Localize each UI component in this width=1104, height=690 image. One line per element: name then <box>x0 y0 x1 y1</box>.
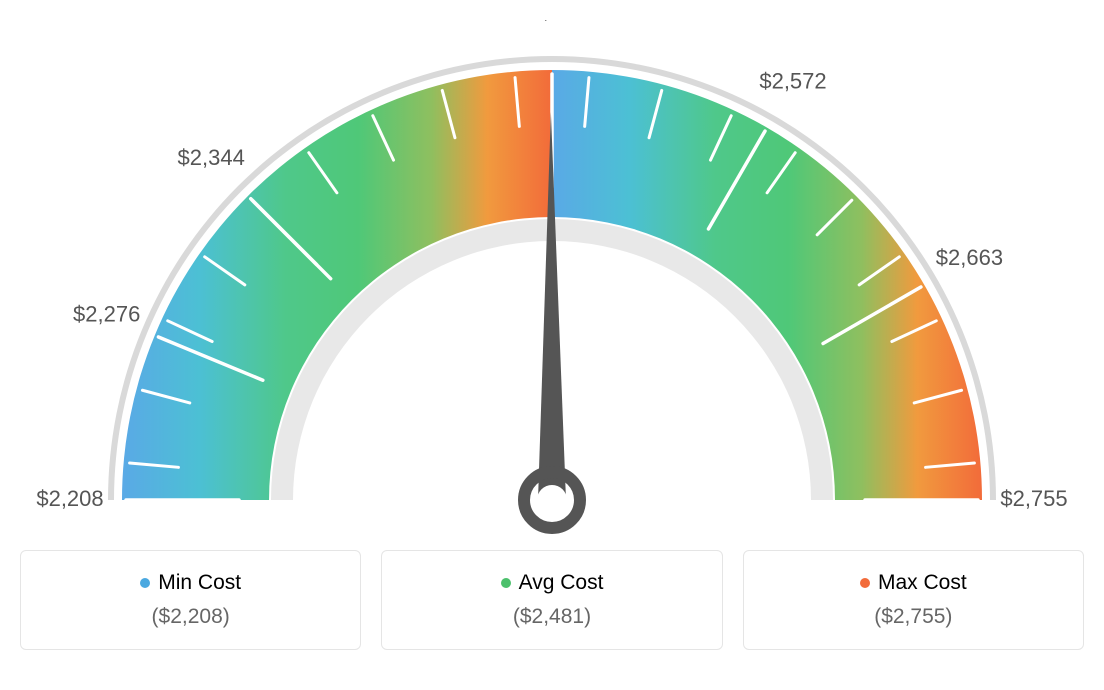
legend-label-max: Max Cost <box>860 571 967 595</box>
svg-text:$2,755: $2,755 <box>1000 486 1067 511</box>
svg-text:$2,481: $2,481 <box>518 20 585 23</box>
legend-card-max: Max Cost ($2,755) <box>743 550 1084 650</box>
min-value-text: ($2,208) <box>152 605 230 629</box>
avg-value-text: ($2,481) <box>513 605 591 629</box>
legend-card-min: Min Cost ($2,208) <box>20 550 361 650</box>
svg-text:$2,344: $2,344 <box>178 145 245 170</box>
legend-label-avg: Avg Cost <box>501 571 604 595</box>
min-label-text: Min Cost <box>158 571 241 595</box>
svg-text:$2,572: $2,572 <box>759 69 826 94</box>
dot-icon <box>140 578 150 588</box>
dot-icon <box>501 578 511 588</box>
svg-text:$2,663: $2,663 <box>936 245 1003 270</box>
cost-gauge-chart: $2,208 $2,276 $2,344 $2,481 $2,572 $2,663 $2,7… <box>20 20 1084 540</box>
dot-icon <box>860 578 870 588</box>
avg-label-text: Avg Cost <box>519 571 604 595</box>
max-value-text: ($2,755) <box>874 605 952 629</box>
legend-row: Min Cost ($2,208) Avg Cost ($2,481) Max … <box>20 550 1084 650</box>
svg-text:$2,208: $2,208 <box>36 486 103 511</box>
svg-text:$2,276: $2,276 <box>73 302 140 327</box>
legend-label-min: Min Cost <box>140 571 241 595</box>
legend-card-avg: Avg Cost ($2,481) <box>381 550 722 650</box>
max-label-text: Max Cost <box>878 571 967 595</box>
